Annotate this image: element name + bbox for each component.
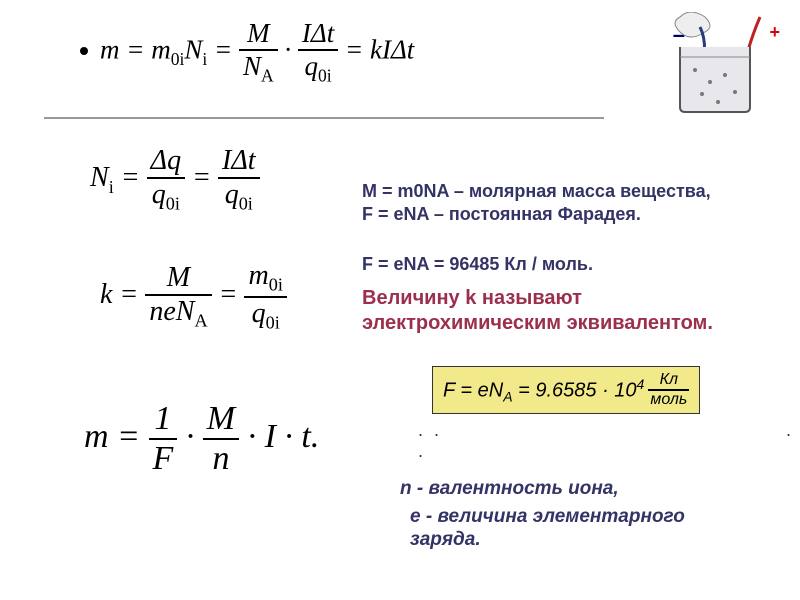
num: m0i <box>244 260 286 298</box>
den: q0i <box>244 298 286 334</box>
den: n <box>203 440 239 478</box>
text-elementary-charge: e - величина элементарного заряда. <box>410 506 740 552</box>
text-electrochem-equiv: Величину k называют электрохимическим эк… <box>362 286 732 336</box>
unit-den: моль <box>648 391 689 409</box>
dot: · <box>278 34 298 64</box>
frac-m-nena: MneNA <box>145 262 211 332</box>
formula-mass-main: m = m0iNi = MNA · IΔtq0i = kIΔt <box>100 18 414 86</box>
frac-dq-q: Δqq0i <box>147 145 185 215</box>
divider <box>44 117 604 119</box>
num: 1 <box>149 400 178 440</box>
bullet <box>80 47 88 55</box>
den: q0i <box>218 179 260 215</box>
n: N <box>90 162 109 193</box>
frac-idt-q: IΔtq0i <box>298 18 338 86</box>
num: M <box>145 262 211 296</box>
lhs: k = <box>100 279 145 310</box>
lhs: m = m <box>100 34 171 64</box>
frac-1-f: 1F <box>149 400 178 478</box>
frac-m0i-q0i: m0iq0i <box>244 260 286 333</box>
faraday-highlight-box: F = eNA = 9.6585 · 104 Кл моль <box>432 366 700 414</box>
eq2: = <box>185 162 218 193</box>
eq: = <box>212 279 245 310</box>
den: NA <box>239 51 278 86</box>
num: Δq <box>147 145 185 179</box>
num: IΔt <box>298 18 338 51</box>
formula-ni: Ni = Δqq0i = IΔtq0i <box>90 145 260 215</box>
beaker-illustration <box>660 12 770 122</box>
frac-m-n: Mn <box>203 400 239 478</box>
dots: . . . . <box>418 420 800 462</box>
formula-mass-final: m = 1F · Mn · I · t. <box>84 400 319 478</box>
expr: F = eNA = 9.6585 · 104 <box>443 376 644 405</box>
num: IΔt <box>218 145 260 179</box>
rhs: = kIΔt <box>338 34 414 64</box>
lhs: m = <box>84 418 149 455</box>
frac-idt-q: IΔtq0i <box>218 145 260 215</box>
formula-k: k = MneNA = m0iq0i <box>100 260 287 333</box>
num: M <box>239 18 278 51</box>
tail: · I · t. <box>239 418 319 455</box>
eq: = <box>114 162 147 193</box>
plus-sign: + <box>769 22 780 43</box>
eq: = <box>207 34 239 64</box>
text-valence: n - валентность иона, <box>400 478 619 500</box>
frac-m-na: MNA <box>239 18 278 86</box>
den: neNA <box>145 296 211 332</box>
unit-frac: Кл моль <box>648 371 689 409</box>
sub-0i: 0i <box>171 49 185 69</box>
den: F <box>149 440 178 478</box>
text-faraday-const: F = eNA = 96485 Кл / моль. <box>362 254 722 275</box>
num: M <box>203 400 239 440</box>
unit-num: Кл <box>648 371 689 391</box>
dot1: · <box>177 418 203 455</box>
n: N <box>184 34 202 64</box>
den: q0i <box>147 179 185 215</box>
text-molar-mass: M = m0NA – молярная масса вещества, F = … <box>362 180 722 225</box>
den: q0i <box>298 51 338 86</box>
